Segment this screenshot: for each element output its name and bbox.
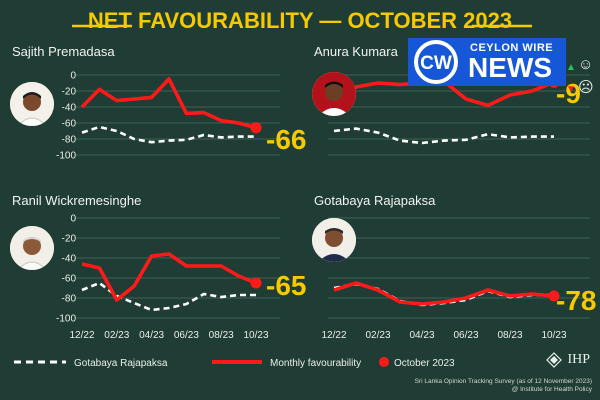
series-line-gotabaya	[333, 127, 554, 145]
trend-down-icon: ▼	[566, 84, 576, 95]
x-tick-label: 02/23	[365, 330, 390, 341]
x-tick-label: 08/23	[497, 330, 522, 341]
ihp-logo-icon	[546, 352, 562, 368]
avatar-anura	[312, 72, 356, 116]
y-tick-label: -80	[62, 135, 77, 146]
y-tick-label: -20	[62, 87, 77, 98]
october-2023-point	[250, 122, 262, 134]
avatar-ranil	[10, 226, 54, 270]
x-tick-label: 08/23	[209, 330, 234, 341]
y-tick-label: 0	[70, 71, 76, 82]
october-2023-point	[250, 277, 262, 289]
legend-swatch-october	[379, 357, 389, 367]
y-tick-label: -40	[62, 103, 77, 114]
y-tick-label: -60	[62, 274, 77, 285]
x-tick-label: 06/23	[453, 330, 478, 341]
x-tick-label: 06/23	[174, 330, 199, 341]
x-tick-label: 02/23	[104, 330, 129, 341]
x-tick-label: 10/23	[243, 330, 268, 341]
series-line-monthly	[81, 252, 257, 302]
source-line-1: Sri Lanka Opinion Tracking Survey (as of…	[414, 378, 592, 385]
person-portrait-icon	[312, 72, 356, 116]
y-tick-label: -20	[62, 234, 77, 245]
person-portrait-icon	[10, 226, 54, 270]
happy-face-icon: ☺	[578, 56, 594, 73]
series-line-gotabaya	[81, 125, 256, 144]
logo-name: CEYLON WIRE	[470, 42, 554, 54]
x-tick-label: 04/23	[139, 330, 164, 341]
logo-tagline: NEWS	[468, 52, 552, 83]
cw-logo-icon: CW	[414, 40, 458, 84]
avatar-sajith	[10, 82, 54, 126]
person-portrait-icon	[312, 218, 356, 262]
news-logo: CW CEYLON WIRE NEWS	[408, 38, 566, 86]
chart-title-bar: NET FAVOURABILITY — OCTOBER 2023	[72, 8, 532, 33]
chart-legend: Gotabaya Rajapaksa Monthly favourability…	[14, 357, 455, 369]
y-tick-label: -100	[56, 314, 76, 325]
y-tick-label: -80	[62, 294, 77, 305]
final-value-ranil: -65	[266, 270, 307, 301]
x-tick-label: 04/23	[409, 330, 434, 341]
y-tick-label: -60	[62, 119, 77, 130]
chart-title: NET FAVOURABILITY — OCTOBER 2023	[88, 8, 512, 33]
trend-up-icon: ▲	[566, 62, 576, 73]
x-tick-label: 12/22	[321, 330, 346, 341]
panel-name-gotabaya: Gotabaya Rajapaksa	[314, 193, 436, 208]
y-tick-label: -100	[56, 151, 76, 162]
chart-panel-sajith: 0 -20 -40 -60 -80 -100	[56, 71, 280, 162]
legend-label-october: October 2023	[394, 358, 455, 369]
x-tick-label: 12/22	[69, 330, 94, 341]
x-tick-label: 10/23	[541, 330, 566, 341]
ihp-logo-text: IHP	[567, 352, 590, 367]
source-note: Sri Lanka Opinion Tracking Survey (as of…	[415, 378, 592, 394]
panel-name-sajith: Sajith Premadasa	[12, 44, 115, 59]
final-value-gotabaya: -78	[556, 285, 597, 316]
final-value-sajith: -66	[266, 124, 307, 155]
series-line-monthly	[80, 77, 257, 130]
logo-mark: CW	[420, 53, 452, 74]
legend-label-gotabaya: Gotabaya Rajapaksa	[74, 358, 168, 369]
sad-face-icon: ☹	[578, 79, 594, 96]
series-line-monthly	[333, 281, 555, 306]
y-tick-label: 0	[70, 214, 76, 225]
chart-panel-ranil: 0 -20 -40 -60 -80 -100 12/22 02/23 04/23 06/23 08/…	[56, 214, 280, 341]
source-line-2: @ Institute for Health Policy	[511, 386, 592, 393]
avatar-gotabaya	[312, 218, 356, 262]
y-tick-label: -40	[62, 254, 77, 265]
legend-label-monthly: Monthly favourability	[270, 358, 361, 369]
october-2023-point	[548, 290, 560, 302]
person-portrait-icon	[10, 82, 54, 126]
panel-name-ranil: Ranil Wickremesinghe	[12, 193, 142, 208]
chart-panel-gotabaya: 12/22 02/23 04/23 06/23 08/23 10/23	[321, 217, 590, 341]
panel-name-anura: Anura Kumara	[314, 44, 398, 59]
